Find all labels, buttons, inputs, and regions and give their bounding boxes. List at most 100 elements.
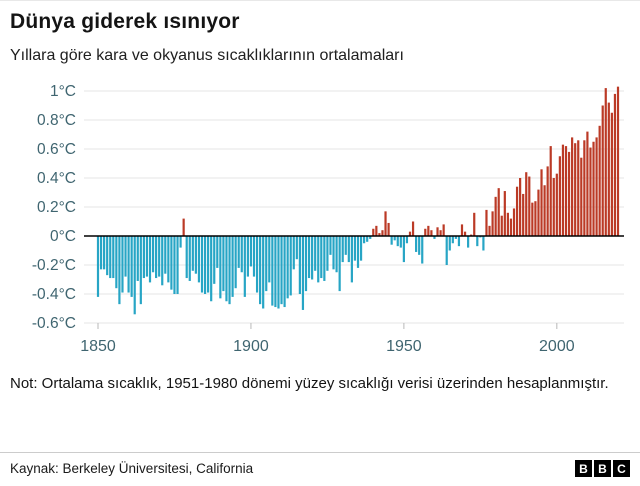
bar-1884 (200, 236, 204, 293)
bar-1911 (283, 236, 286, 308)
bar-1893 (228, 236, 231, 305)
bar-1940 (372, 228, 375, 236)
bar-1850 (96, 236, 100, 297)
bar-1984 (506, 212, 509, 236)
bar-1927 (332, 236, 335, 270)
bar-1986 (512, 208, 516, 236)
bar-1960 (433, 236, 436, 239)
bar-1921 (314, 236, 317, 271)
bar-1854 (109, 236, 112, 279)
bar-1883 (197, 236, 201, 283)
bar-1890 (219, 236, 222, 299)
bar-2001 (558, 156, 561, 236)
bar-1970 (463, 231, 467, 236)
bar-2011 (589, 147, 592, 236)
bar-2012 (592, 141, 595, 236)
y-tick-label: 0°C (50, 228, 76, 245)
bar-1953 (411, 221, 415, 236)
bar-1945 (387, 222, 390, 236)
y-tick-label: 1°C (50, 83, 76, 100)
bar-1857 (118, 236, 121, 305)
bar-1864 (139, 236, 142, 305)
bar-1920 (311, 236, 314, 280)
bar-1875 (173, 236, 176, 294)
bar-1881 (191, 236, 194, 271)
bar-1949 (399, 236, 402, 248)
bar-1924 (323, 236, 326, 281)
bar-1904 (262, 236, 265, 309)
bar-1863 (136, 236, 139, 281)
bar-1975 (479, 236, 482, 238)
bar-2013 (595, 137, 598, 236)
bar-1886 (207, 236, 210, 293)
bar-1993 (534, 201, 537, 236)
bar-1978 (488, 225, 491, 236)
bar-1936 (359, 236, 363, 261)
bar-1862 (133, 236, 136, 315)
bar-1868 (151, 236, 155, 273)
bar-1925 (326, 236, 329, 271)
bar-1855 (112, 236, 115, 279)
bar-1878 (182, 218, 185, 236)
bar-1879 (185, 236, 188, 279)
bar-1939 (369, 236, 372, 239)
bar-1965 (448, 236, 451, 251)
bar-1983 (503, 191, 506, 236)
bar-2018 (610, 112, 613, 236)
bar-1962 (439, 230, 442, 236)
y-tick-label: 0.2°C (37, 199, 76, 216)
bar-2015 (601, 105, 604, 236)
bar-1856 (115, 236, 118, 289)
bar-1880 (188, 236, 191, 281)
bbc-logo-letter: B (575, 460, 592, 477)
bar-1892 (225, 236, 228, 302)
bar-1951 (405, 236, 409, 244)
bar-2003 (564, 146, 568, 236)
y-tick-label: 0.4°C (37, 170, 76, 187)
bar-1987 (515, 186, 519, 236)
bbc-logo-letter: B (594, 460, 611, 477)
bar-1934 (353, 236, 357, 261)
bar-1948 (396, 236, 399, 247)
bar-1901 (252, 236, 256, 277)
bar-1909 (277, 236, 280, 309)
bar-2019 (613, 93, 617, 237)
bar-1990 (525, 172, 528, 236)
bar-1985 (509, 218, 513, 236)
bar-1867 (148, 236, 152, 283)
bar-1874 (170, 236, 173, 290)
y-tick-label: -0.4°C (32, 286, 76, 303)
bar-1859 (124, 236, 127, 277)
bar-1894 (231, 236, 234, 297)
bar-1853 (106, 236, 109, 276)
bar-2020 (616, 86, 620, 237)
bar-1913 (289, 236, 292, 296)
bar-1938 (366, 236, 369, 242)
bar-1897 (240, 236, 243, 273)
chart-note: Not: Ortalama sıcaklık, 1951-1980 dönemi… (10, 375, 609, 392)
bar-1882 (194, 236, 197, 274)
chart-subtitle: Yıllara göre kara ve okyanus sıcaklıklar… (10, 47, 404, 64)
x-tick-label: 1850 (80, 338, 116, 355)
bar-1873 (167, 236, 170, 283)
bar-1860 (127, 236, 130, 293)
bar-2009 (583, 140, 586, 236)
bar-1992 (531, 202, 534, 236)
bar-2016 (604, 88, 607, 236)
bar-1915 (295, 236, 298, 260)
bar-1957 (424, 228, 427, 236)
bar-1908 (274, 236, 277, 308)
bar-1954 (415, 236, 418, 252)
bar-1995 (540, 169, 543, 236)
bar-2004 (567, 151, 571, 236)
bar-2008 (580, 157, 583, 236)
bar-2014 (598, 125, 601, 236)
bar-1903 (259, 236, 262, 305)
bar-1922 (317, 236, 320, 283)
bar-2007 (577, 140, 580, 236)
bar-1980 (494, 196, 497, 236)
bar-1942 (378, 233, 381, 236)
bar-1964 (445, 236, 448, 265)
bar-1997 (546, 166, 549, 236)
